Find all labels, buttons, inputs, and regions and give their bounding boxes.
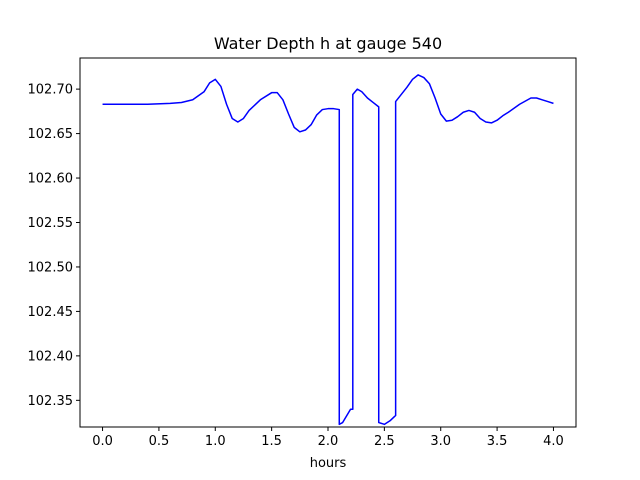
x-tick-label: 2.0 bbox=[318, 434, 339, 449]
x-tick-label: 4.0 bbox=[543, 434, 564, 449]
series-line-0 bbox=[102, 74, 554, 426]
x-tick-label: 0.5 bbox=[149, 434, 170, 449]
x-tick-label: 3.0 bbox=[430, 434, 451, 449]
x-axis-label: hours bbox=[310, 456, 347, 471]
y-tick-label: 102.55 bbox=[28, 216, 74, 231]
x-axis: 0.0 0.5 1.0 1.5 2.0 2.5 3.0 3.5 4.0 bbox=[92, 427, 564, 449]
axes-frame bbox=[79, 57, 577, 428]
x-tick-label: 0.0 bbox=[92, 434, 113, 449]
y-tick-label: 102.65 bbox=[28, 127, 74, 142]
y-tick-label: 102.50 bbox=[28, 260, 74, 275]
x-tick-label: 1.0 bbox=[205, 434, 226, 449]
y-tick-label: 102.70 bbox=[28, 83, 74, 98]
x-tick-label: 2.5 bbox=[374, 434, 395, 449]
y-tick-label: 102.40 bbox=[28, 349, 74, 364]
chart-title: Water Depth h at gauge 540 bbox=[214, 34, 442, 53]
y-tick-label: 102.35 bbox=[28, 394, 74, 409]
y-tick-label: 102.45 bbox=[28, 305, 74, 320]
y-tick-label: 102.60 bbox=[28, 172, 74, 187]
x-tick-label: 1.5 bbox=[261, 434, 282, 449]
series-layer bbox=[102, 74, 554, 426]
y-axis: 102.35 102.40 102.45 102.50 102.55 102.60 102.… bbox=[28, 83, 80, 409]
x-tick-label: 3.5 bbox=[487, 434, 508, 449]
